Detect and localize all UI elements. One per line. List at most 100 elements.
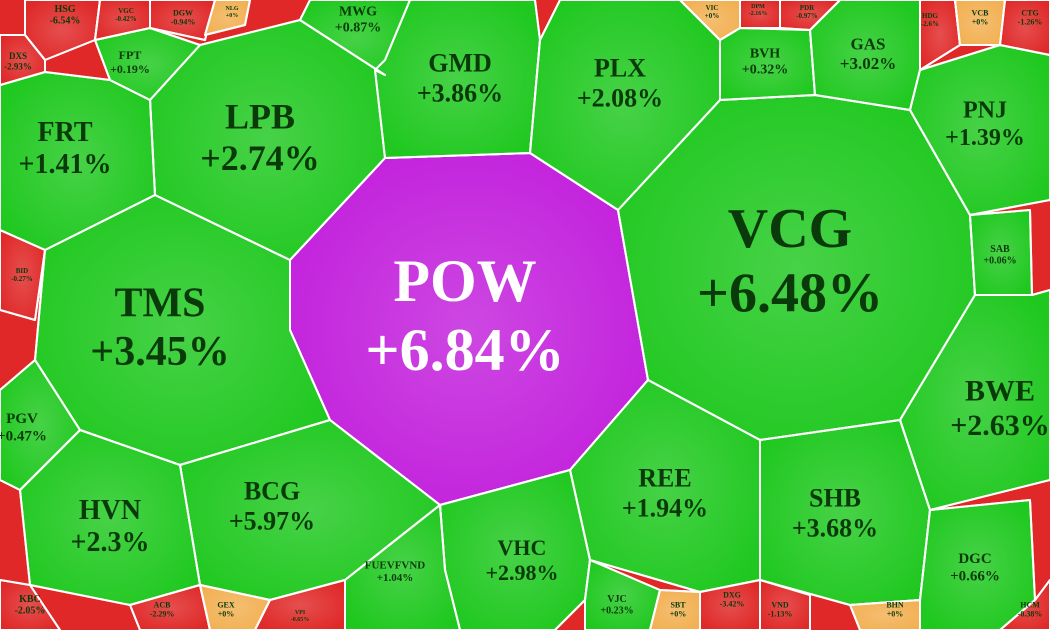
change: +0.23% — [600, 605, 633, 616]
stock-cell: VJC+0.23% — [584, 559, 661, 630]
ticker: HCM — [1020, 600, 1040, 609]
ticker: BHN — [886, 600, 904, 609]
change: +0% — [972, 18, 989, 27]
change: +2.3% — [71, 527, 150, 558]
change: +3.45% — [90, 329, 229, 375]
stock-cell: HVN+2.3% — [19, 429, 201, 606]
cell-shine — [0, 579, 61, 630]
ticker: BID — [16, 267, 28, 275]
change: -0.27% — [11, 275, 33, 283]
change: -2.05% — [15, 605, 46, 616]
change: +0.66% — [950, 568, 1000, 584]
ticker: MWG — [339, 5, 377, 20]
ticker: DXG — [723, 590, 741, 599]
ticker: REE — [638, 464, 691, 493]
cell-shine — [849, 599, 921, 630]
ticker: POW — [393, 248, 536, 314]
ticker: DPM — [751, 4, 765, 10]
change: +5.97% — [229, 507, 315, 536]
ticker: BVH — [750, 47, 780, 62]
stock-cell: MWG+0.87% — [299, 0, 411, 76]
ticker: VJC — [607, 594, 626, 605]
cell-shine — [0, 229, 46, 321]
ticker: CTG — [1021, 8, 1038, 17]
cell-shine — [254, 579, 346, 630]
stock-cell: DXG-3.42% — [699, 579, 761, 630]
ticker: SBT — [670, 600, 686, 609]
change: +3.02% — [840, 54, 896, 73]
change: -0.97% — [796, 12, 818, 20]
cell-shine — [204, 0, 251, 36]
change: +0.47% — [0, 428, 47, 444]
stock-cell: VCB+0% — [954, 0, 1006, 46]
stock-cell: ACB-2.29% — [129, 584, 211, 630]
stock-cell: VGC-0.42% — [94, 0, 151, 41]
stock-cell: TMS+3.45% — [34, 194, 331, 466]
ticker: FUEVFVND — [365, 559, 426, 571]
stock-cell: FRT+1.41% — [0, 71, 156, 251]
cell-shine — [779, 0, 841, 31]
change: -2.16% — [749, 11, 768, 17]
stock-cell: SBT+0% — [649, 589, 701, 630]
stock-cell: CTG-1.26% — [999, 0, 1050, 56]
change: -0.42% — [115, 15, 137, 23]
ticker: VPI — [295, 610, 306, 616]
stock-cell: GAS+3.02% — [809, 0, 921, 111]
stock-cell: VCG+6.48% — [617, 94, 976, 441]
ticker: NLG — [225, 6, 238, 12]
stock-cell: POW+6.84% — [289, 152, 649, 506]
ticker: HDG — [922, 12, 939, 20]
ticker: KBC — [19, 594, 41, 605]
ticker: DXS — [9, 51, 27, 61]
stock-cell: KBC-2.05% — [0, 579, 61, 630]
ticker: PGV — [6, 411, 38, 427]
stock-cell: SHB+3.68% — [759, 419, 931, 606]
ticker: GAS — [851, 35, 886, 54]
ticker: VND — [771, 600, 789, 609]
ticker: BWE — [965, 374, 1035, 407]
cell-shine — [149, 0, 216, 41]
change: +0.06% — [983, 255, 1016, 266]
stock-cell: FPT+0.19% — [94, 27, 201, 101]
stock-cell: BCG+5.97% — [179, 419, 441, 601]
ticker: VCB — [972, 8, 990, 17]
stock-cell: NLG+0% — [204, 0, 251, 36]
change: +0% — [226, 13, 238, 19]
cell-shine — [129, 584, 211, 630]
change: +6.84% — [365, 317, 564, 383]
cell-shine — [699, 579, 761, 630]
change: +0% — [705, 12, 720, 20]
change: -3.42% — [720, 600, 745, 609]
ticker: GMD — [428, 49, 492, 78]
cell-shine — [584, 559, 661, 630]
change: -2.6% — [921, 20, 939, 28]
stock-cell: REE+1.94% — [569, 379, 761, 593]
change: +2.98% — [485, 560, 558, 585]
stock-cell: PLX+2.08% — [529, 0, 721, 211]
change: -1.13% — [768, 610, 793, 619]
change: +3.68% — [792, 514, 878, 543]
ticker: HVN — [79, 495, 141, 526]
change: +0.87% — [335, 21, 381, 36]
ticker: HSG — [54, 4, 75, 15]
change: +0% — [218, 610, 235, 619]
ticker: ACB — [154, 600, 172, 609]
cell-shine — [199, 584, 271, 630]
change: +2.63% — [950, 409, 1050, 442]
stock-cell: GEX+0% — [199, 584, 271, 630]
change: +0.19% — [110, 62, 150, 76]
cell-shine — [999, 579, 1050, 630]
ticker: VHC — [498, 535, 547, 560]
ticker: PLX — [594, 54, 646, 83]
change: +0% — [887, 610, 904, 619]
change: +1.94% — [622, 494, 708, 523]
cell-shine — [0, 359, 81, 491]
change: +2.74% — [200, 138, 320, 178]
ticker: LPB — [225, 96, 295, 136]
ticker: PDR — [800, 4, 815, 12]
ticker: FPT — [119, 48, 142, 62]
stock-cell: DGW-0.94% — [149, 0, 216, 41]
stock-cell: BID-0.27% — [0, 229, 46, 321]
